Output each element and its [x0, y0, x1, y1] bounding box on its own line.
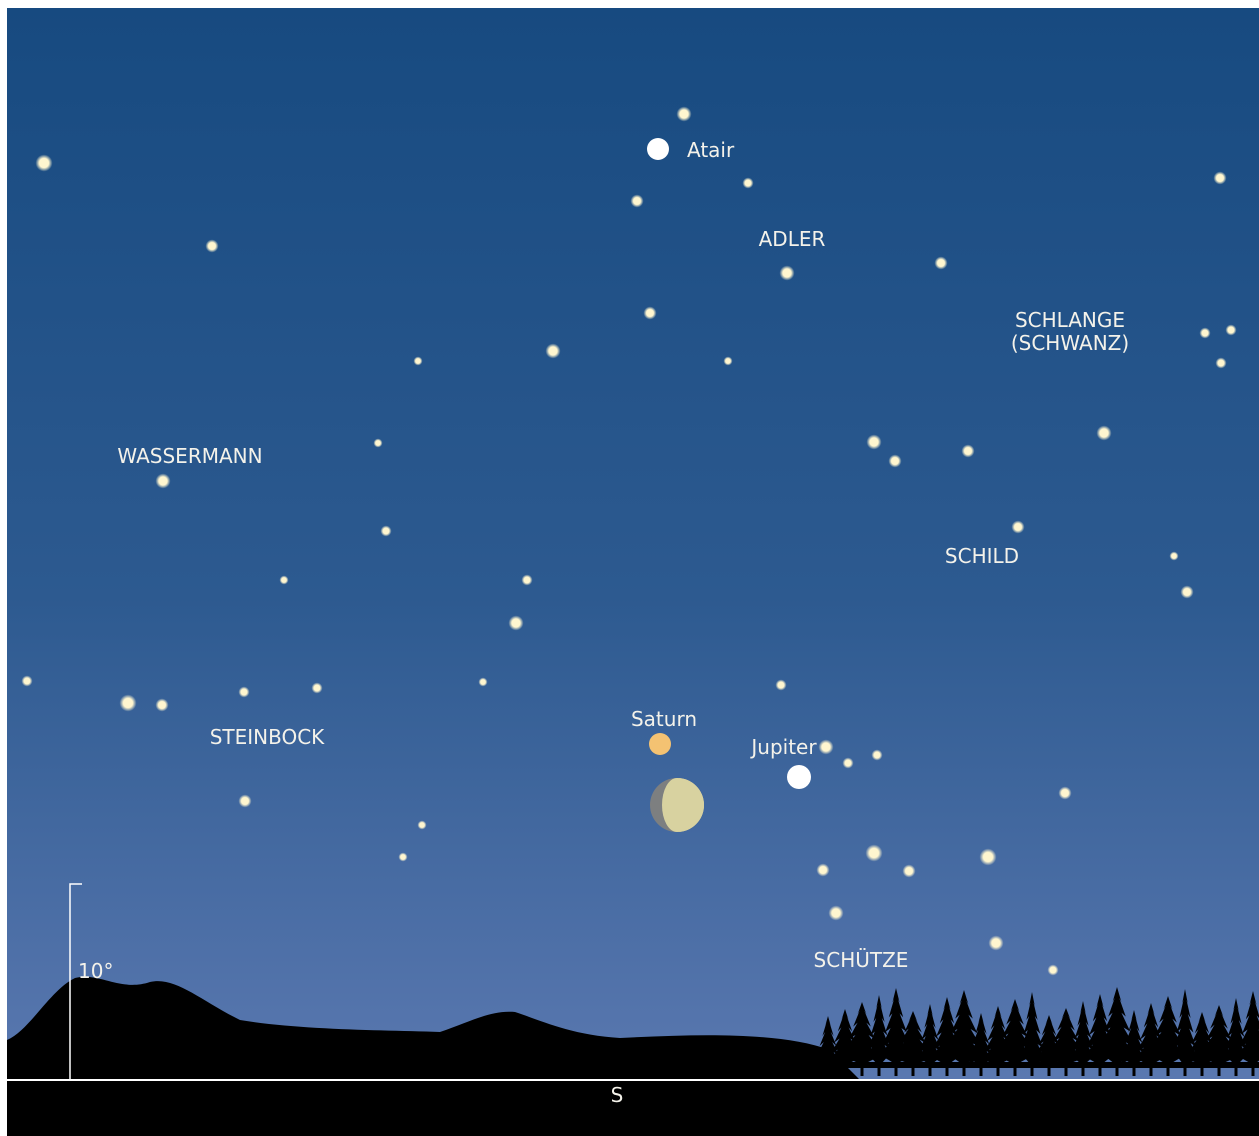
star — [418, 821, 427, 830]
star — [239, 795, 252, 808]
constellation-label: SCHLANGE — [1015, 308, 1125, 332]
star — [866, 845, 883, 862]
star — [935, 257, 948, 270]
star — [381, 526, 392, 537]
moon — [650, 778, 704, 832]
constellation-label: SCHILD — [945, 544, 1019, 568]
atair-star — [647, 138, 669, 160]
star — [1012, 521, 1025, 534]
constellation-label: (SCHWANZ) — [1011, 331, 1129, 355]
star — [1226, 325, 1237, 336]
direction-label: S — [611, 1083, 624, 1107]
star — [843, 758, 854, 769]
star — [872, 750, 883, 761]
planet-label: Jupiter — [749, 735, 817, 759]
star — [677, 107, 692, 122]
star — [1200, 328, 1211, 339]
star — [1214, 172, 1227, 185]
star — [889, 455, 902, 468]
star — [36, 155, 53, 172]
star — [743, 178, 754, 189]
planet-label: Saturn — [631, 707, 697, 731]
star — [780, 266, 795, 281]
constellation-label: SCHÜTZE — [814, 948, 909, 972]
star — [989, 936, 1004, 951]
star — [962, 445, 975, 458]
star — [280, 576, 289, 585]
jupiter — [787, 765, 811, 789]
star — [546, 344, 561, 359]
star — [644, 307, 657, 320]
star — [414, 357, 423, 366]
star — [1170, 552, 1179, 561]
constellation-label: ADLER — [759, 227, 826, 251]
ground-band — [7, 1080, 1259, 1136]
star — [374, 439, 383, 448]
star-label: Atair — [687, 138, 735, 162]
star — [867, 435, 882, 450]
star — [1097, 426, 1112, 441]
star — [903, 865, 916, 878]
star — [156, 699, 169, 712]
star — [120, 695, 137, 712]
star — [312, 683, 323, 694]
star — [1059, 787, 1072, 800]
star — [980, 849, 997, 866]
saturn — [649, 733, 671, 755]
star — [724, 357, 733, 366]
star — [1216, 358, 1227, 369]
star — [817, 864, 830, 877]
constellation-label: STEINBOCK — [210, 725, 325, 749]
tree-base — [826, 1062, 1259, 1068]
star — [522, 575, 533, 586]
sky-chart: 10° S Atair ADLER SCHLANGE (SCHWANZ) WAS… — [0, 0, 1259, 1136]
star — [399, 853, 408, 862]
star — [819, 740, 834, 755]
star — [206, 240, 219, 253]
star — [1048, 965, 1059, 976]
star — [1181, 586, 1194, 599]
sky — [7, 8, 1259, 1080]
star — [239, 687, 250, 698]
star — [156, 474, 171, 489]
constellation-label: WASSERMANN — [117, 444, 262, 468]
star — [22, 676, 33, 687]
scale-label: 10° — [78, 959, 113, 983]
star — [776, 680, 787, 691]
star — [479, 678, 488, 687]
star — [509, 616, 524, 631]
star — [829, 906, 844, 921]
star — [631, 195, 644, 208]
